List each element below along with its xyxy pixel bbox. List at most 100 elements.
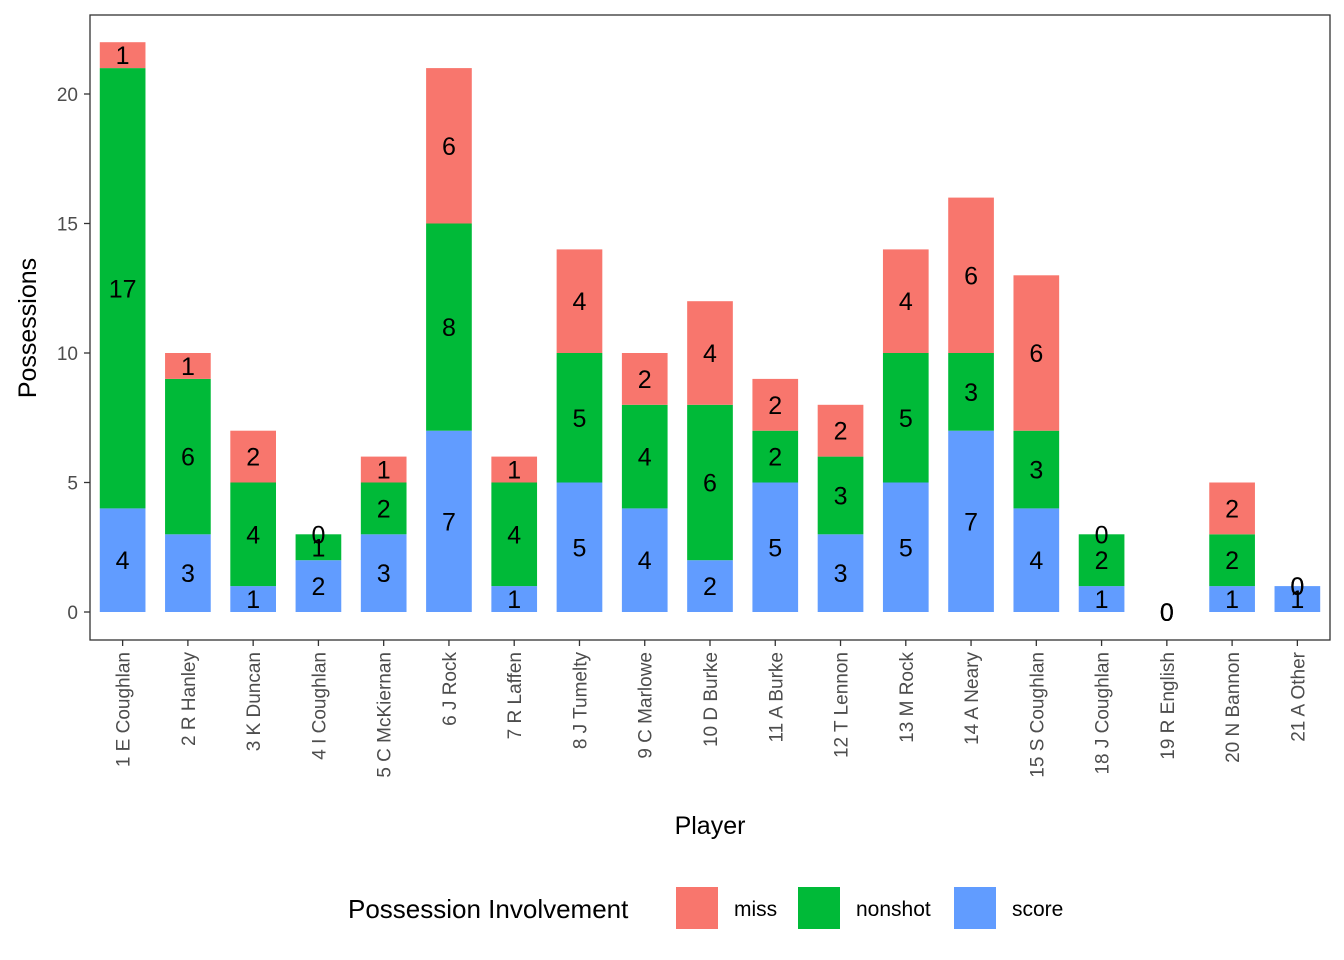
bar-score-13 bbox=[882, 482, 929, 612]
bar-nonshot-18 bbox=[1209, 534, 1255, 587]
data-label-nonshot-1: 17 bbox=[109, 275, 137, 303]
bar-nonshot-12 bbox=[817, 456, 864, 535]
x-tick-label: 7 R Laffen bbox=[505, 652, 526, 739]
bar-score-15 bbox=[1013, 508, 1060, 612]
bar-miss-12 bbox=[817, 404, 864, 457]
legend: Possession Involvement miss nonshot score bbox=[348, 887, 1063, 929]
bar-score-11 bbox=[752, 482, 799, 612]
bar-miss-13 bbox=[882, 249, 929, 353]
bar-score-8 bbox=[556, 482, 603, 612]
data-label-miss-9: 2 bbox=[638, 366, 652, 394]
bar-miss-8 bbox=[556, 249, 603, 353]
data-label-nonshot-18: 2 bbox=[1225, 547, 1239, 575]
data-label-miss-2: 1 bbox=[181, 353, 195, 381]
bars bbox=[99, 42, 1321, 612]
legend-key-miss bbox=[676, 887, 718, 929]
data-label-score-14: 7 bbox=[964, 508, 978, 536]
data-label-score-8: 5 bbox=[573, 534, 587, 562]
x-tick-label: 15 S Coughlan bbox=[1027, 652, 1048, 778]
x-tick-label: 18 J Coughlan bbox=[1093, 652, 1114, 775]
bar-nonshot-11 bbox=[752, 430, 799, 483]
bar-miss-2 bbox=[165, 353, 211, 379]
data-label-miss-5: 1 bbox=[377, 457, 391, 485]
data-label-nonshot-8: 5 bbox=[573, 405, 587, 433]
y-axis: 0 5 10 15 20 bbox=[57, 85, 90, 624]
bar-miss-14 bbox=[948, 197, 994, 353]
bar-nonshot-13 bbox=[882, 353, 929, 483]
x-tick-label: 5 C McKiernan bbox=[375, 652, 396, 778]
data-label-nonshot-12: 3 bbox=[834, 482, 848, 510]
data-label-nonshot-13: 5 bbox=[899, 405, 913, 433]
data-label-miss-13: 4 bbox=[899, 288, 913, 316]
bar-nonshot-2 bbox=[165, 378, 211, 535]
x-tick-label: 3 K Duncan bbox=[244, 652, 265, 751]
data-label-score-2: 3 bbox=[181, 560, 195, 588]
bar-miss-18 bbox=[1209, 482, 1255, 535]
x-tick-label: 6 J Rock bbox=[440, 652, 461, 726]
bar-score-6 bbox=[426, 430, 472, 612]
data-label-score-1: 4 bbox=[116, 547, 130, 575]
data-label-nonshot-19: 0 bbox=[1290, 573, 1304, 601]
y-tick-label: 5 bbox=[67, 474, 78, 495]
bar-score-10 bbox=[687, 560, 733, 612]
x-tick-label: 2 R Hanley bbox=[179, 652, 200, 746]
x-tick-label: 9 C Marlowe bbox=[636, 652, 657, 759]
legend-label-miss: miss bbox=[734, 898, 777, 921]
bar-nonshot-14 bbox=[948, 353, 994, 431]
data-label-score-16: 1 bbox=[1095, 586, 1109, 614]
x-tick-label: 12 T Lennon bbox=[832, 652, 853, 758]
bar-miss-10 bbox=[687, 301, 733, 405]
x-tick-label: 1 E Coughlan bbox=[114, 652, 135, 767]
legend-label-nonshot: nonshot bbox=[856, 898, 931, 921]
data-label-score-7: 1 bbox=[507, 586, 521, 614]
bar-miss-5 bbox=[360, 456, 407, 483]
segment-labels: 4171361142210321786141554442264522332554… bbox=[109, 42, 1305, 627]
bar-nonshot-10 bbox=[687, 404, 733, 561]
data-label-nonshot-5: 2 bbox=[377, 495, 391, 523]
x-tick-label: 13 M Rock bbox=[897, 652, 918, 743]
data-label-nonshot-10: 6 bbox=[703, 470, 717, 498]
bar-nonshot-5 bbox=[360, 482, 407, 535]
bar-miss-15 bbox=[1013, 275, 1060, 431]
legend-label-score: score bbox=[1012, 898, 1063, 921]
data-label-miss-18: 2 bbox=[1225, 495, 1239, 523]
data-label-score-6: 7 bbox=[442, 508, 456, 536]
bar-nonshot-4 bbox=[295, 534, 342, 561]
data-label-score-3: 1 bbox=[246, 586, 260, 614]
y-tick-label: 15 bbox=[57, 215, 78, 236]
data-label-miss-8: 4 bbox=[573, 288, 587, 316]
bar-score-4 bbox=[295, 560, 342, 612]
x-tick-label: 19 R English bbox=[1158, 652, 1179, 760]
legend-key-score bbox=[954, 887, 996, 929]
data-label-nonshot-2: 6 bbox=[181, 444, 195, 472]
data-label-miss-7: 1 bbox=[507, 457, 521, 485]
data-label-nonshot-17: 0 bbox=[1160, 599, 1174, 627]
x-tick-label: 11 A Burke bbox=[766, 652, 787, 743]
data-label-score-15: 4 bbox=[1029, 547, 1043, 575]
data-label-nonshot-14: 3 bbox=[964, 379, 978, 407]
x-tick-label: 10 D Burke bbox=[701, 652, 722, 747]
bar-score-1 bbox=[99, 508, 146, 612]
data-label-miss-4: 0 bbox=[311, 521, 325, 549]
bar-nonshot-16 bbox=[1078, 534, 1125, 587]
bar-miss-3 bbox=[230, 430, 276, 483]
data-label-nonshot-6: 8 bbox=[442, 314, 456, 342]
data-label-nonshot-16: 2 bbox=[1095, 547, 1109, 575]
bar-miss-11 bbox=[752, 378, 799, 431]
x-tick-label: 8 J Tumelty bbox=[570, 652, 591, 750]
bar-miss-7 bbox=[491, 456, 538, 483]
x-tick-label: 14 A Neary bbox=[962, 652, 983, 745]
data-label-miss-15: 6 bbox=[1029, 340, 1043, 368]
data-label-score-12: 3 bbox=[834, 560, 848, 588]
bar-nonshot-3 bbox=[230, 482, 276, 587]
legend-key-nonshot bbox=[798, 887, 840, 929]
data-label-miss-16: 0 bbox=[1095, 521, 1109, 549]
data-label-miss-19: 0 bbox=[1290, 573, 1304, 601]
x-tick-label: 4 I Coughlan bbox=[309, 652, 330, 760]
bar-score-14 bbox=[948, 430, 994, 612]
y-tick-label: 20 bbox=[57, 85, 78, 106]
bar-score-18 bbox=[1209, 586, 1255, 612]
data-label-nonshot-3: 4 bbox=[246, 521, 260, 549]
data-label-miss-11: 2 bbox=[768, 392, 782, 420]
